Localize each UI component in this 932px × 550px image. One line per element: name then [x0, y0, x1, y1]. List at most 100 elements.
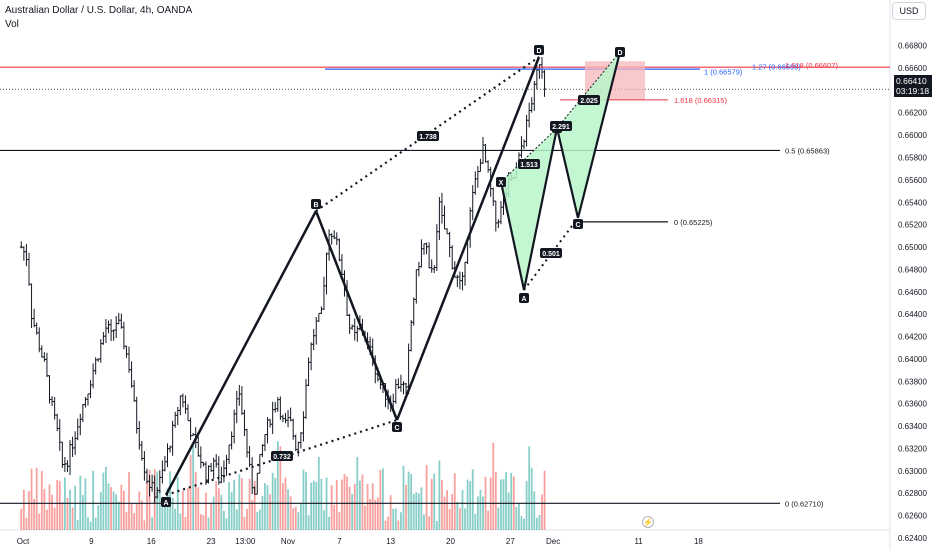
candles: [19, 57, 547, 503]
volume-bar: [525, 480, 528, 530]
time-tick-label: 27: [506, 537, 515, 546]
volume-bar: [292, 508, 295, 530]
volume-bar: [428, 516, 431, 530]
volume-bar: [48, 484, 51, 530]
volume-bar: [433, 473, 436, 530]
volume-bar: [453, 473, 456, 530]
volume-bar: [430, 478, 433, 530]
price-tick-label: 0.65800: [898, 154, 927, 163]
volume-bar: [474, 513, 477, 530]
volume-bar: [441, 479, 443, 530]
price-tick-label: 0.65400: [898, 198, 927, 207]
volume-bar: [276, 441, 279, 530]
ratio-label: 1.513: [520, 162, 538, 169]
volume-bar: [210, 503, 212, 530]
volume-bar: [400, 512, 402, 530]
price-tick-label: 0.63800: [898, 377, 927, 386]
fib-level-label: 1 (0.66579): [704, 67, 743, 76]
volume-bar: [238, 474, 241, 530]
volume-bar: [92, 470, 95, 530]
ratio-label-bg: [417, 131, 439, 141]
volume-bar: [366, 483, 369, 530]
volume-bar: [146, 481, 148, 530]
time-tick-label: 13: [386, 537, 395, 546]
currency-button[interactable]: USD: [892, 2, 926, 20]
volume-bar: [341, 479, 343, 530]
volume-bar: [530, 467, 533, 530]
ratio-label: 0.732: [273, 454, 291, 461]
volume-bar: [99, 492, 102, 530]
volume-bar: [194, 471, 197, 530]
volume-bar: [228, 482, 230, 530]
volume-bar: [351, 493, 354, 530]
volume-bar: [117, 501, 120, 530]
volume-bar: [187, 487, 189, 530]
point-label-bg: [519, 293, 529, 303]
volume-bar: [307, 515, 310, 530]
harmonic-leg: [395, 56, 541, 421]
harmonic-abcd-large: [164, 56, 541, 497]
volume-bar: [471, 469, 474, 530]
price-tick-label: 0.66000: [898, 131, 927, 140]
volume-bar: [515, 507, 518, 530]
ratio-label-bg: [271, 451, 293, 461]
time-tick-label: 16: [147, 537, 156, 546]
price-tick-label: 0.63600: [898, 400, 927, 409]
harmonic-ratio-line: [500, 127, 558, 183]
volume-bar: [199, 514, 202, 530]
harmonic-triangle-bcd: [557, 52, 620, 218]
volume-bar: [459, 508, 461, 530]
volume-bar: [402, 465, 405, 530]
volume-bar: [125, 511, 128, 530]
fib-level-label: 0.5 (0.65863): [785, 146, 830, 155]
chart-header: Australian Dollar / U.S. Dollar, 4h, OAN…: [5, 4, 192, 32]
price-tick-label: 0.65600: [898, 176, 927, 185]
volume-bar: [110, 487, 112, 530]
lightning-icon[interactable]: ⚡: [642, 516, 654, 528]
volume-bar: [74, 485, 77, 530]
volume-bar: [448, 509, 451, 530]
point-label-bg: [311, 199, 321, 209]
volume-bar: [233, 479, 236, 530]
volume-bar: [294, 506, 297, 530]
volume-bar: [505, 472, 507, 530]
volume-bar: [212, 496, 215, 530]
point-label: C: [575, 222, 580, 229]
volume-bar: [353, 483, 356, 530]
volume-bar: [392, 508, 395, 530]
volume-bar: [412, 493, 415, 530]
volume-bar: [446, 490, 448, 530]
volume-bar: [164, 500, 166, 530]
volume-bar: [66, 497, 69, 530]
volume-bar: [538, 514, 541, 530]
volume-bar: [143, 520, 146, 530]
ratio-label: 0.501: [542, 251, 560, 258]
volume-bar: [223, 510, 225, 530]
volume-bar: [456, 501, 459, 530]
volume-bar: [243, 516, 246, 530]
point-label: A: [163, 500, 168, 507]
volume-bar: [89, 521, 92, 530]
volume-bar: [507, 492, 510, 530]
level-lines: 0.5 (0.65863) 0 (0.65225) 0 (0.62710) 1 (0.…: [0, 61, 890, 508]
ratio-label: 2.025: [580, 98, 598, 105]
time-tick-label: Oct: [17, 537, 30, 546]
volume-bar: [261, 495, 264, 530]
volume-bar: [469, 480, 472, 530]
volume-bar: [56, 479, 59, 530]
volume-bar: [343, 473, 346, 530]
volume-bar: [476, 496, 479, 530]
volume-bar: [171, 497, 174, 530]
volume-bar: [25, 517, 28, 530]
volume-bar: [348, 486, 351, 530]
price-tick-label: 0.64800: [898, 265, 927, 274]
volume-bar: [230, 491, 233, 530]
volume-bar: [246, 508, 248, 530]
volume-bar: [215, 481, 218, 530]
volume-bar: [148, 469, 151, 530]
volume-bar: [338, 512, 341, 530]
price-tick-label: 0.64400: [898, 310, 927, 319]
volume-bar: [189, 455, 192, 530]
point-label-bg: [534, 45, 544, 55]
